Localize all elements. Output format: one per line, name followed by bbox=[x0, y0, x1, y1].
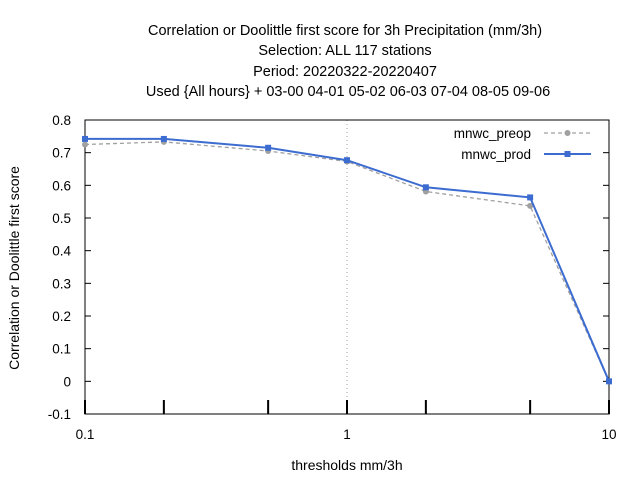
data-point bbox=[82, 135, 88, 142]
data-point bbox=[82, 141, 88, 148]
legend-marker bbox=[564, 130, 571, 136]
x-tick-label: 1 bbox=[343, 427, 351, 442]
y-tick-label: 0.1 bbox=[52, 342, 71, 357]
series-mnwc_prod bbox=[82, 135, 612, 385]
legend: mnwc_preop mnwc_prod bbox=[454, 126, 591, 162]
x-tick-labels: 0.1 1 10 bbox=[76, 427, 617, 442]
y-tick-label: -0.1 bbox=[48, 407, 71, 422]
title-line-4: Used {All hours} + 03-00 04-01 05-02 06-… bbox=[146, 84, 550, 100]
legend-marker bbox=[564, 151, 571, 157]
series-mnwc_preop bbox=[82, 138, 612, 385]
chart-title: Correlation or Doolittle first score for… bbox=[146, 23, 550, 100]
x-tick-label: 0.1 bbox=[76, 427, 95, 442]
y-tick-labels: -0.1 0 0.1 0.2 0.3 0.4 0.5 0.6 0.7 0.8 bbox=[48, 113, 72, 422]
data-point bbox=[422, 184, 429, 191]
legend-item: mnwc_prod bbox=[461, 147, 591, 162]
legend-label: mnwc_prod bbox=[461, 147, 531, 162]
y-tick-label: 0.8 bbox=[52, 113, 71, 128]
data-point bbox=[527, 202, 534, 209]
legend-item: mnwc_preop bbox=[454, 126, 591, 141]
legend-label: mnwc_preop bbox=[454, 126, 531, 141]
y-tick-label: 0 bbox=[63, 374, 71, 389]
data-point bbox=[606, 378, 612, 385]
series-line bbox=[84, 141, 610, 382]
y-tick-label: 0.4 bbox=[52, 244, 71, 259]
y-tick-label: 0.3 bbox=[52, 276, 71, 291]
title-line-3: Period: 20220322-20220407 bbox=[253, 64, 437, 80]
data-point bbox=[527, 194, 534, 201]
x-axis-label: thresholds mm/3h bbox=[291, 457, 402, 473]
y-tick-label: 0.5 bbox=[52, 211, 71, 226]
y-tick-label: 0.6 bbox=[52, 178, 71, 193]
y-tick-label: 0.7 bbox=[52, 146, 71, 161]
title-line-2: Selection: ALL 117 stations bbox=[258, 43, 431, 59]
data-point bbox=[160, 135, 167, 142]
data-point bbox=[344, 157, 350, 164]
x-tick-label: 10 bbox=[601, 427, 616, 442]
data-point bbox=[265, 144, 272, 151]
title-line-1: Correlation or Doolittle first score for… bbox=[148, 23, 542, 39]
y-axis-label: Correlation or Doolittle first score bbox=[6, 166, 22, 370]
y-tick-label: 0.2 bbox=[52, 309, 71, 324]
series bbox=[82, 135, 612, 385]
